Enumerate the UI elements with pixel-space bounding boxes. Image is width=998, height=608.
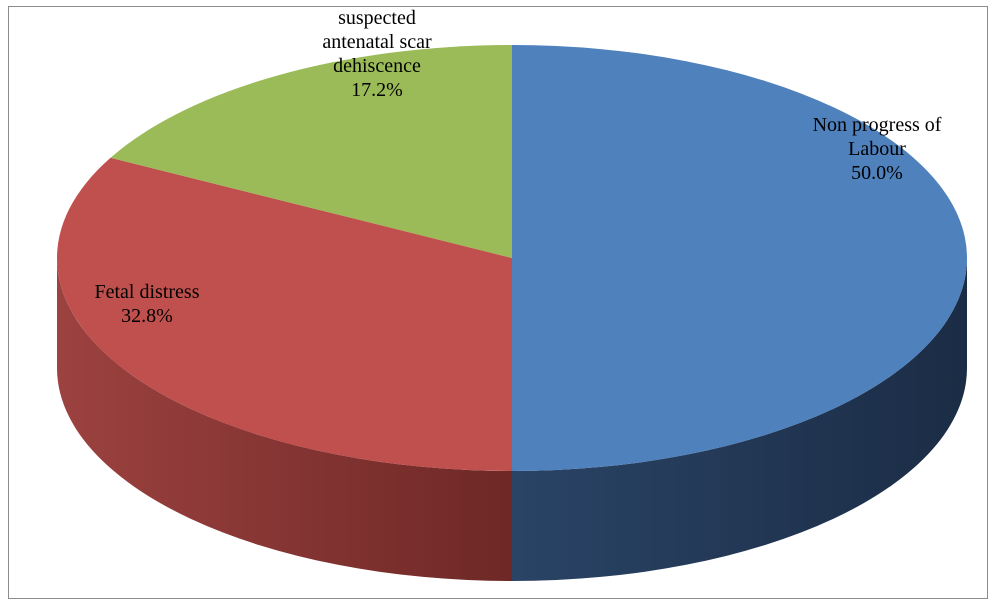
pie-slices [57, 44, 967, 472]
slice-2-label-line: antenatal scar [322, 31, 432, 53]
slice-2-label: suspected antenatal scar dehiscence 17.2% [322, 7, 432, 101]
slice-1-side [57, 258, 512, 581]
slice-2-value: 17.2% [351, 79, 403, 101]
slice-0-label: Non progress of Labour 50.0% [813, 114, 942, 184]
slice-2 [110, 44, 512, 258]
slice-0-label-line: Non progress of [813, 114, 942, 136]
slice-0-side [512, 258, 967, 581]
slice-1 [57, 157, 512, 472]
slice-1-value: 32.8% [121, 305, 173, 327]
slice-2-label-line: suspected [338, 7, 416, 29]
slice-1-label: Fetal distress 32.8% [95, 281, 200, 327]
data-labels: Non progress of Labour 50.0% Fetal distress… [95, 7, 942, 327]
slice-2-label-line: dehiscence [333, 55, 421, 77]
slice-0-label-line: Labour [848, 138, 906, 160]
slice-1-label-line: Fetal distress [95, 281, 200, 303]
slice-0 [512, 45, 967, 471]
pie-sides [57, 258, 967, 581]
slice-0-value: 50.0% [851, 162, 903, 184]
